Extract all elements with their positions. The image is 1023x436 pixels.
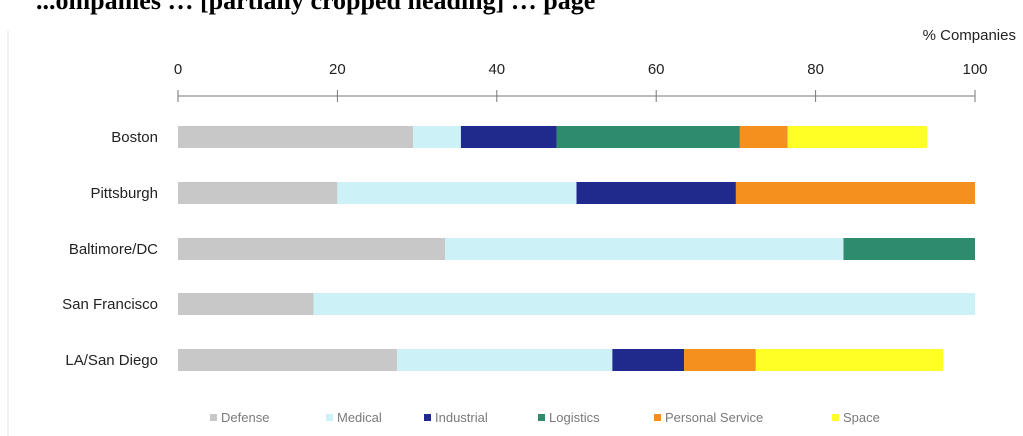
bar-segment	[735, 182, 975, 204]
bar-segment	[178, 293, 314, 315]
legend-swatch	[210, 414, 217, 421]
x-axis: 0 20 40 60 80 100	[174, 61, 988, 102]
bar-segment	[178, 238, 445, 260]
category-label: Baltimore/DC	[69, 241, 158, 258]
x-axis-unit-label: % Companies	[923, 27, 1016, 44]
bar-segment	[612, 349, 685, 371]
x-tick-label: 40	[488, 61, 505, 78]
page-title: ...ompanies … [partially cropped heading…	[36, 0, 596, 15]
category-label: San Francisco	[62, 296, 158, 313]
x-tick-label: 0	[174, 61, 182, 78]
bar-segment	[178, 126, 414, 148]
x-tick-label: 20	[329, 61, 346, 78]
bar-segment	[843, 238, 975, 260]
bar-segment	[755, 349, 944, 371]
x-tick-label: 60	[648, 61, 665, 78]
legend-swatch	[832, 414, 839, 421]
legend-swatch	[326, 414, 333, 421]
category-label: Pittsburgh	[90, 185, 158, 202]
x-tick-label: 80	[807, 61, 824, 78]
bar-segment	[556, 126, 740, 148]
bar-segment	[444, 238, 844, 260]
legend-label: Logistics	[549, 410, 600, 425]
bar-segment	[739, 126, 788, 148]
legend-label: Medical	[337, 410, 382, 425]
bar-segment	[313, 293, 975, 315]
category-label: Boston	[111, 129, 158, 146]
legend-swatch	[538, 414, 545, 421]
bar-segment	[413, 126, 461, 148]
bar-segment	[397, 349, 613, 371]
bar-segment	[684, 349, 756, 371]
bar-segment	[178, 349, 398, 371]
bar-segment	[787, 126, 928, 148]
bar-segment	[576, 182, 736, 204]
legend-label: Personal Service	[665, 410, 763, 425]
legend-swatch	[654, 414, 661, 421]
legend-label: Defense	[221, 410, 269, 425]
bar-segment	[178, 182, 338, 204]
bars	[178, 126, 975, 371]
category-labels: Boston Pittsburgh Baltimore/DC San Francisc…	[62, 129, 158, 369]
legend-label: Industrial	[435, 410, 488, 425]
legend-label: Space	[843, 410, 880, 425]
legend-swatch	[424, 414, 431, 421]
legend: Defense Medical Industrial Logistics Persona…	[210, 410, 880, 425]
x-tick-label: 100	[962, 61, 987, 78]
category-label: LA/San Diego	[65, 352, 158, 369]
bar-segment	[337, 182, 577, 204]
bar-segment	[460, 126, 557, 148]
